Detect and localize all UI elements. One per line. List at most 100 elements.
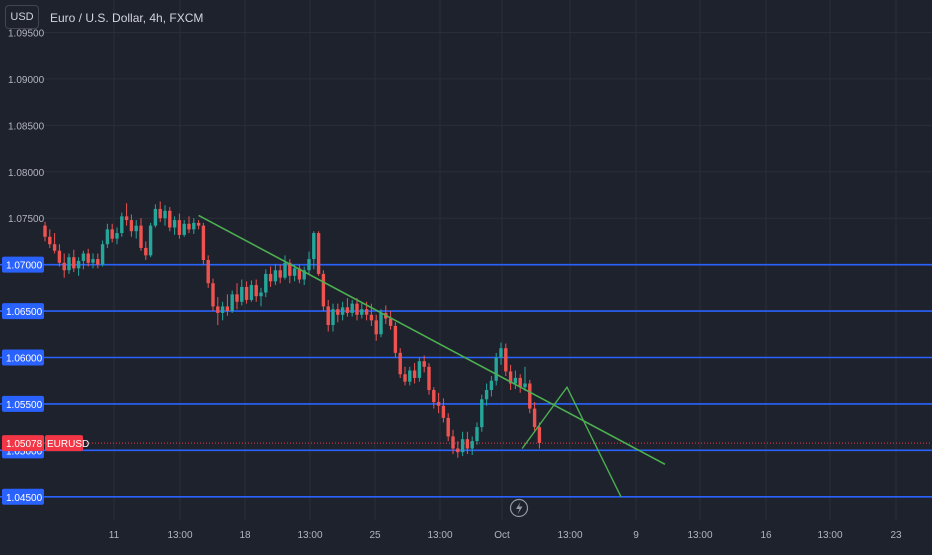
- candle-down[interactable]: [52, 244, 57, 251]
- candle-up[interactable]: [484, 390, 489, 400]
- candle-down[interactable]: [187, 223, 191, 230]
- candle-down[interactable]: [201, 225, 206, 260]
- candle-down[interactable]: [537, 427, 542, 443]
- event-markers[interactable]: [509, 498, 529, 518]
- candle-up[interactable]: [340, 307, 345, 315]
- candle-up[interactable]: [350, 303, 354, 313]
- candle-up[interactable]: [192, 222, 196, 230]
- candle-up[interactable]: [120, 216, 124, 234]
- candle-down[interactable]: [326, 306, 330, 325]
- candle-down[interactable]: [316, 233, 321, 274]
- candle-down[interactable]: [403, 374, 407, 382]
- candle-up[interactable]: [264, 273, 268, 293]
- candle-up[interactable]: [470, 441, 474, 449]
- candle-up[interactable]: [100, 244, 105, 265]
- candle-down[interactable]: [168, 210, 172, 228]
- candle-up[interactable]: [172, 220, 177, 228]
- candle-up[interactable]: [105, 229, 110, 245]
- event-lightning-icon[interactable]: [509, 498, 529, 518]
- candle-series[interactable]: [43, 201, 542, 458]
- candle-down[interactable]: [244, 286, 249, 300]
- candle-down[interactable]: [110, 229, 114, 239]
- candle-up[interactable]: [379, 312, 383, 335]
- drawing-layer[interactable]: [198, 214, 666, 498]
- candle-down[interactable]: [86, 253, 90, 263]
- candle-up[interactable]: [230, 294, 234, 312]
- candle-down[interactable]: [43, 225, 47, 237]
- candle-up[interactable]: [148, 225, 153, 256]
- candle-down[interactable]: [364, 309, 369, 315]
- candle-down[interactable]: [456, 448, 460, 453]
- candle-down[interactable]: [139, 225, 143, 248]
- candle-down[interactable]: [62, 262, 66, 271]
- candle-down[interactable]: [225, 306, 230, 312]
- candle-down[interactable]: [216, 306, 220, 313]
- currency-button[interactable]: USD: [5, 5, 39, 29]
- candle-up[interactable]: [523, 383, 527, 388]
- candle-up[interactable]: [480, 399, 484, 428]
- candle-down[interactable]: [196, 222, 201, 226]
- symbol-title[interactable]: Euro / U.S. Dollar, 4h, FXCM: [50, 11, 204, 25]
- candle-down[interactable]: [369, 314, 374, 321]
- trend-line[interactable]: [198, 214, 666, 465]
- candle-up[interactable]: [67, 257, 71, 271]
- candle-down[interactable]: [398, 352, 402, 375]
- candle-down[interactable]: [288, 262, 292, 276]
- candle-down[interactable]: [432, 390, 436, 403]
- candle-down[interactable]: [211, 283, 215, 307]
- candle-down[interactable]: [206, 260, 210, 284]
- candle-up[interactable]: [331, 309, 335, 325]
- candle-down[interactable]: [177, 220, 182, 235]
- candle-down[interactable]: [374, 320, 378, 335]
- candle-up[interactable]: [76, 260, 81, 269]
- candle-down[interactable]: [48, 236, 52, 245]
- candle-down[interactable]: [446, 417, 450, 437]
- candle-up[interactable]: [292, 268, 297, 276]
- candle-up[interactable]: [417, 361, 422, 378]
- candle-down[interactable]: [57, 250, 62, 263]
- candle-down[interactable]: [72, 257, 76, 269]
- candle-up[interactable]: [259, 292, 263, 297]
- candle-up[interactable]: [115, 233, 119, 239]
- candle-down[interactable]: [465, 439, 470, 449]
- candle-down[interactable]: [427, 366, 431, 390]
- candle-up[interactable]: [360, 309, 364, 315]
- candle-down[interactable]: [422, 361, 426, 367]
- candle-down[interactable]: [518, 377, 522, 388]
- candle-up[interactable]: [81, 253, 86, 261]
- candle-up[interactable]: [273, 270, 278, 282]
- candle-up[interactable]: [283, 262, 287, 278]
- candle-down[interactable]: [504, 348, 508, 372]
- candle-up[interactable]: [408, 370, 412, 382]
- candle-down[interactable]: [278, 270, 282, 278]
- candle-down[interactable]: [451, 436, 455, 449]
- candle-up[interactable]: [240, 286, 244, 302]
- candle-up[interactable]: [312, 233, 316, 260]
- candle-up[interactable]: [163, 210, 167, 219]
- candle-up[interactable]: [182, 223, 186, 235]
- projection-path[interactable]: [521, 385, 622, 498]
- candle-down[interactable]: [336, 309, 340, 315]
- candle-up[interactable]: [460, 439, 465, 453]
- candle-down[interactable]: [254, 285, 258, 297]
- candle-down[interactable]: [388, 318, 393, 326]
- candle-up[interactable]: [153, 208, 158, 226]
- candle-down[interactable]: [321, 273, 326, 307]
- candle-up[interactable]: [91, 259, 95, 263]
- candle-down[interactable]: [96, 259, 100, 265]
- candle-up[interactable]: [494, 357, 498, 381]
- candle-down[interactable]: [297, 268, 302, 280]
- candle-down[interactable]: [532, 408, 537, 428]
- candle-down[interactable]: [528, 383, 532, 409]
- candle-down[interactable]: [412, 370, 417, 378]
- candle-up[interactable]: [499, 348, 503, 358]
- candle-up[interactable]: [475, 427, 479, 442]
- candle-down[interactable]: [508, 371, 513, 384]
- candle-down[interactable]: [129, 220, 134, 232]
- candle-down[interactable]: [355, 303, 359, 315]
- candle-down[interactable]: [393, 325, 398, 353]
- candle-up[interactable]: [307, 259, 311, 271]
- candle-down[interactable]: [158, 208, 162, 219]
- candle-down[interactable]: [436, 402, 441, 406]
